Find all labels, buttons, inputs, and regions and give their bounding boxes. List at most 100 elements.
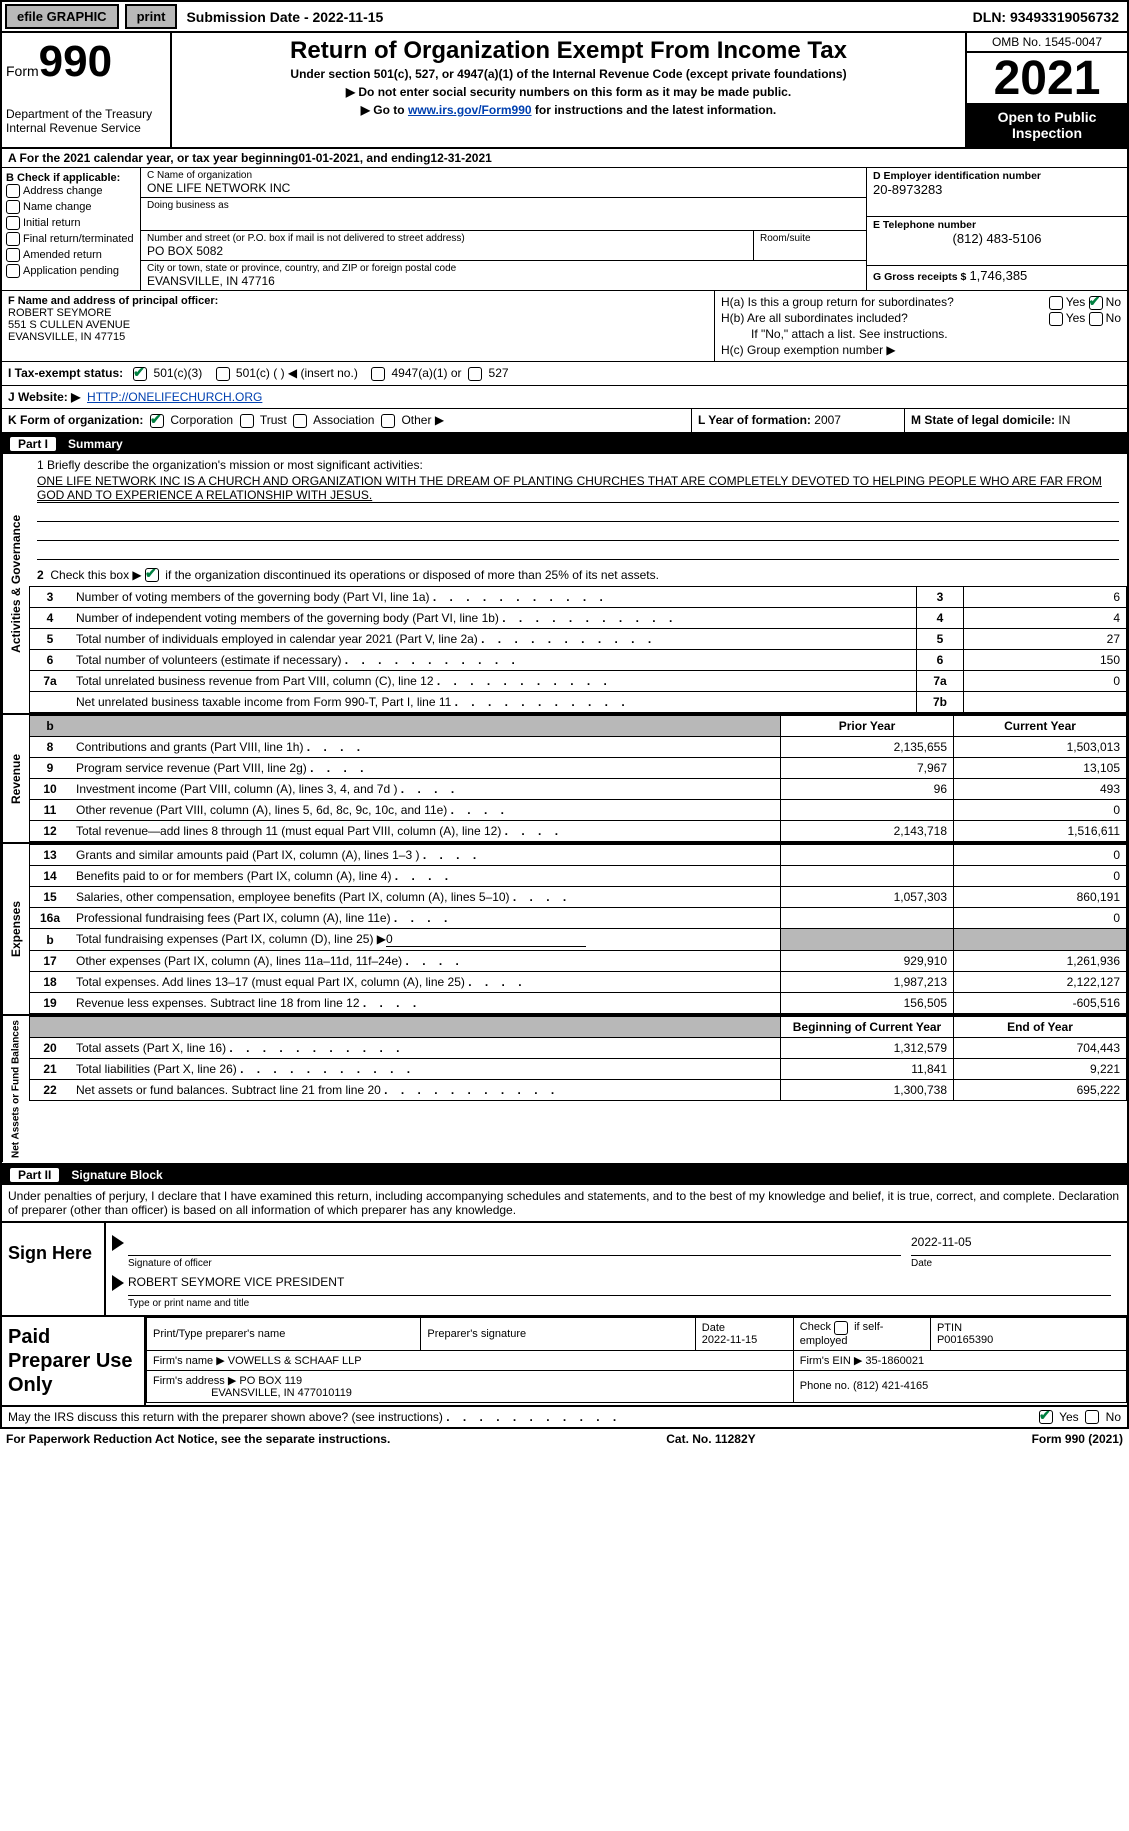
firm-addr-lbl: Firm's address ▶ [153,1375,236,1387]
row-val: 27 [964,629,1127,650]
chk-pending[interactable] [6,264,20,278]
blank [70,1017,781,1038]
name-line: ROBERT SEYMORE VICE PRESIDENT [128,1275,1111,1296]
discuss-yes[interactable] [1039,1410,1053,1424]
row-cy: 0 [954,866,1127,887]
k-o4: Other ▶ [401,413,444,427]
triangle-icon [112,1275,124,1291]
form990-link[interactable]: www.irs.gov/Form990 [408,103,532,117]
b-item: Amended return [23,249,102,261]
subtitle-1: Under section 501(c), 527, or 4947(a)(1)… [178,67,959,81]
firm-addr1: PO BOX 119 [239,1375,302,1387]
topbar: efile GRAPHIC print Submission Date - 20… [0,0,1129,31]
hb-note: If "No," attach a list. See instructions… [721,327,1121,341]
prep-date-lbl: Date [702,1322,725,1334]
ha-yes[interactable] [1049,296,1063,310]
row-py: 11,841 [781,1059,954,1080]
prep-title: Paid Preparer Use Only [2,1317,146,1405]
part2-header: Part II Signature Block [0,1165,1129,1185]
i-527[interactable] [468,367,482,381]
firm-name-lbl: Firm's name ▶ [153,1355,225,1367]
eoy-hdr: End of Year [954,1017,1127,1038]
form-number: Form990 [6,37,166,87]
print-btn[interactable]: print [125,4,178,29]
discuss-q: May the IRS discuss this return with the… [8,1410,443,1425]
row-cy: 1,503,013 [954,737,1127,758]
officer-sig-line[interactable] [128,1235,901,1256]
chk-address[interactable] [6,184,20,198]
firm-ein: 35-1860021 [865,1355,924,1367]
chk-initial[interactable] [6,216,20,230]
officer-addr2: EVANSVILLE, IN 47715 [8,331,708,343]
row-label: Number of voting members of the governin… [70,587,917,608]
prep-check: Check if self-employed [800,1321,884,1346]
chk-final[interactable] [6,232,20,246]
c-room-lbl: Room/suite [760,233,860,244]
i-501c3[interactable] [133,367,147,381]
form-label: Form [6,63,39,79]
org-name: ONE LIFE NETWORK INC [147,181,860,195]
row-label: Total number of individuals employed in … [70,629,917,650]
k-other[interactable] [381,414,395,428]
d-phone-lbl: E Telephone number [873,219,1121,231]
form-title: Return of Organization Exempt From Incom… [178,37,959,65]
sub3-pre: ▶ Go to [361,103,408,117]
self-emp-chk[interactable] [834,1321,848,1335]
sub3-post: for instructions and the latest informat… [532,103,777,117]
b-item: Name change [23,201,92,213]
omb-number: OMB No. 1545-0047 [967,33,1127,53]
signer-name: ROBERT SEYMORE VICE PRESIDENT [128,1275,344,1289]
form-990: 990 [39,37,112,86]
prep-sig-lbl: Preparer's signature [427,1328,688,1340]
row-val: 0 [964,671,1127,692]
nab-table: Beginning of Current Year End of Year 20… [29,1016,1127,1101]
row-cy: 0 [954,845,1127,866]
q2-chk[interactable] [145,568,159,582]
i-o4: 527 [489,366,509,380]
row-label: Professional fundraising fees (Part IX, … [70,908,781,929]
chk-amended[interactable] [6,248,20,262]
website-link[interactable]: HTTP://ONELIFECHURCH.ORG [87,390,262,404]
ha-text: H(a) Is this a group return for subordin… [721,295,954,309]
name-lbl: Type or print name and title [128,1298,1121,1309]
row-num: 11 [30,800,71,821]
footer-mid: Cat. No. 11282Y [666,1432,755,1446]
i-501c[interactable] [216,367,230,381]
gross-receipts: 1,746,385 [969,268,1027,283]
hb-no[interactable] [1089,312,1103,326]
row-label: Other revenue (Part VIII, column (A), li… [70,800,781,821]
part2-num: Part II [10,1168,59,1182]
nab-section: Net Assets or Fund Balances Beginning of… [0,1016,1129,1164]
row-num: 18 [30,972,71,993]
efile-btn[interactable]: efile GRAPHIC [5,4,119,29]
row-num: 8 [30,737,71,758]
prep-phone-lbl: Phone no. [800,1380,850,1392]
f-lbl: F Name and address of principal officer: [8,295,708,307]
ha-no[interactable] [1089,296,1103,310]
open-inspection: Open to Public Inspection [967,103,1127,147]
sig-lbl: Signature of officer [128,1258,895,1269]
row-label: Total number of volunteers (estimate if … [70,650,917,671]
vtab-nab: Net Assets or Fund Balances [2,1016,29,1162]
ein: 20-8973283 [873,182,1121,197]
i-4947[interactable] [371,367,385,381]
row-cy: 2,122,127 [954,972,1127,993]
discuss-no[interactable] [1085,1410,1099,1424]
k-trust[interactable] [240,414,254,428]
footer-right: Form 990 (2021) [1032,1432,1123,1446]
i-o3: 4947(a)(1) or [392,366,462,380]
row-label: Program service revenue (Part VIII, line… [70,758,781,779]
discuss-row: May the IRS discuss this return with the… [2,1405,1127,1428]
hb-yes[interactable] [1049,312,1063,326]
chk-name[interactable] [6,200,20,214]
form-header: Form990 Department of the Treasury Inter… [0,31,1129,149]
k-corp[interactable] [150,414,164,428]
prep-phone: (812) 421-4165 [853,1380,928,1392]
org-city: EVANSVILLE, IN 47716 [147,274,860,288]
i-o1: 501(c)(3) [154,366,203,380]
row-cy: 13,105 [954,758,1127,779]
c-city-lbl: City or town, state or province, country… [147,263,860,274]
officer-name: ROBERT SEYMORE [8,307,708,319]
tax-year: 2021 [967,53,1127,103]
k-assoc[interactable] [293,414,307,428]
